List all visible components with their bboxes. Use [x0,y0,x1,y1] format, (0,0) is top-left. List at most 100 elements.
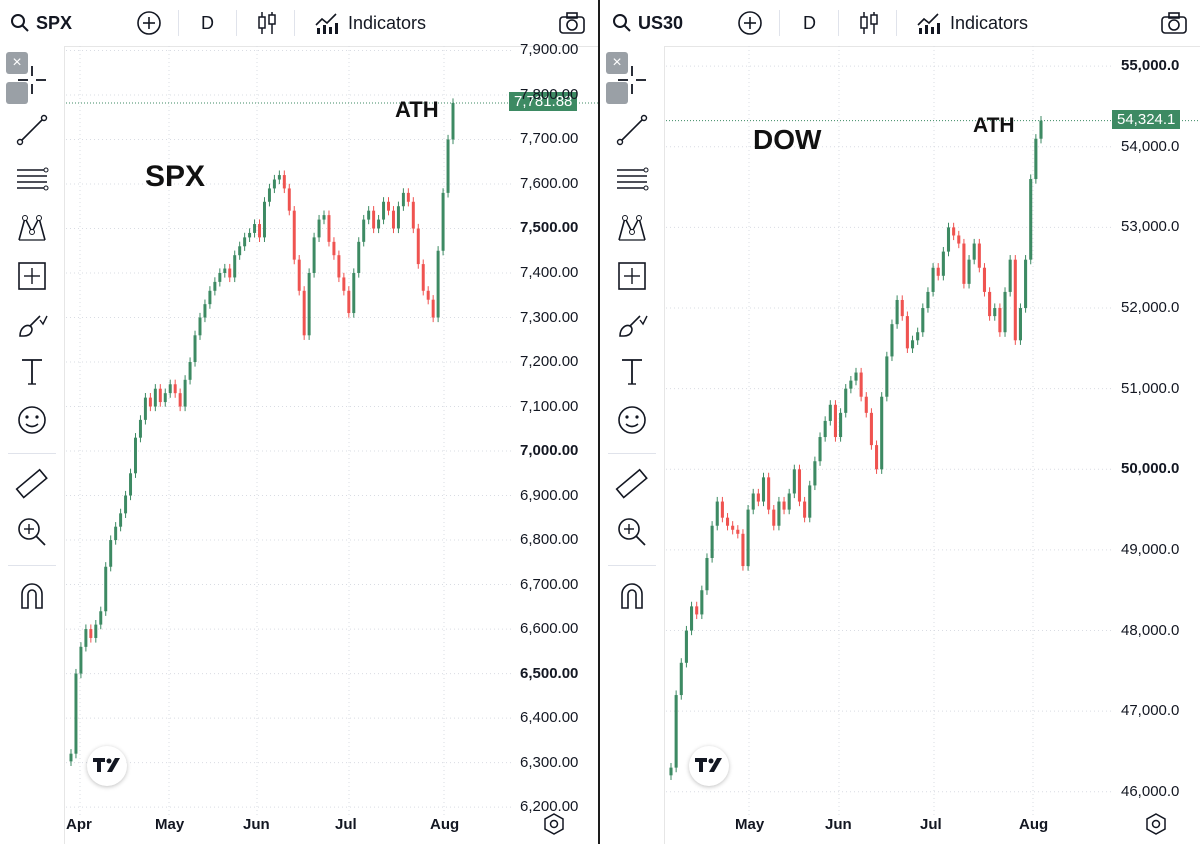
candle[interactable] [746,509,750,567]
candle[interactable] [347,290,351,314]
tool-crosshair-button[interactable] [614,62,650,98]
candle[interactable] [387,201,390,211]
candle[interactable] [203,304,207,318]
candle[interactable] [705,557,709,591]
candle[interactable] [153,388,157,407]
candle[interactable] [844,388,848,413]
tool-pattern-button[interactable] [14,210,50,246]
candle[interactable] [367,210,371,220]
candle[interactable] [797,469,802,502]
candle[interactable] [79,646,83,674]
candle[interactable] [193,335,197,363]
candle[interactable] [327,215,331,242]
candle[interactable] [823,420,827,438]
candle[interactable] [1034,138,1038,180]
candle[interactable] [421,264,425,291]
candle[interactable] [69,753,73,762]
candle[interactable] [228,268,232,278]
candle[interactable] [859,372,863,397]
candle[interactable] [972,243,976,260]
tool-fib-lines-button[interactable] [14,162,50,198]
candle[interactable] [441,192,445,251]
candle[interactable] [357,241,361,273]
fullscreen-icon[interactable] [6,82,28,104]
candle[interactable] [114,526,118,541]
candle[interactable] [849,380,853,389]
candle[interactable] [674,695,678,768]
candle[interactable] [253,224,257,233]
candle[interactable] [900,299,904,317]
candle[interactable] [406,192,410,202]
candle[interactable] [967,259,971,284]
fullscreen-icon[interactable] [606,82,628,104]
candle[interactable] [292,210,296,260]
candle[interactable] [352,272,356,314]
indicators-button[interactable]: Indicators [314,0,426,46]
compare-button[interactable] [136,0,162,46]
candle[interactable] [401,192,405,207]
candle[interactable] [787,493,791,510]
close-icon[interactable]: × [6,52,28,74]
candle[interactable] [977,243,981,268]
candle[interactable] [109,540,113,567]
candle[interactable] [426,290,430,300]
candle[interactable] [297,259,301,291]
candle[interactable] [143,397,147,420]
candle[interactable] [84,629,88,647]
candle[interactable] [332,241,336,256]
tool-ruler-button[interactable] [14,466,50,502]
close-icon[interactable]: × [606,52,628,74]
candle[interactable] [792,469,796,494]
chart-type-button[interactable] [858,0,880,46]
tradingview-logo[interactable] [689,746,729,786]
candle[interactable] [905,316,909,349]
candle[interactable] [411,201,415,229]
candle[interactable] [262,201,266,238]
candle[interactable] [134,437,137,474]
candle[interactable] [875,445,879,470]
candle[interactable] [869,412,873,446]
candle[interactable] [998,308,1002,333]
symbol-search-button[interactable]: US30 [612,0,683,46]
interval-button[interactable]: D [803,12,816,33]
candle[interactable] [312,237,316,273]
candle[interactable] [700,590,704,615]
candle[interactable] [715,501,719,526]
candle[interactable] [94,624,98,638]
tool-pattern-button[interactable] [614,210,650,246]
candle[interactable] [926,291,930,309]
chart-settings-button[interactable] [1145,813,1167,840]
tool-trend-line-button[interactable] [14,112,50,148]
tool-measure-box-button[interactable] [14,258,50,294]
tool-emoji-button[interactable] [14,402,50,438]
candle[interactable] [198,317,202,336]
candle[interactable] [741,533,745,567]
tool-magnet-button[interactable] [614,578,650,614]
candle[interactable] [1024,259,1028,309]
tool-text-button[interactable] [614,354,650,390]
candle[interactable] [1029,179,1033,260]
candle[interactable] [223,268,227,273]
candle[interactable] [993,308,997,317]
chart-type-button[interactable] [256,0,278,46]
candle[interactable] [218,272,222,282]
candle[interactable] [451,103,455,140]
tool-trend-line-button[interactable] [614,112,650,148]
candle[interactable] [828,404,832,421]
tool-text-button[interactable] [14,354,50,390]
candle[interactable] [89,629,93,638]
tool-fib-lines-button[interactable] [614,162,650,198]
candle[interactable] [188,362,192,380]
tool-emoji-button[interactable] [614,402,650,438]
candle[interactable] [382,201,386,220]
tool-brush-button[interactable] [14,306,50,342]
candle[interactable] [946,227,951,252]
candle[interactable] [803,501,807,518]
candle[interactable] [895,299,899,325]
screenshot-button[interactable] [1160,0,1188,46]
candle[interactable] [952,227,956,236]
tool-zoom-in-button[interactable] [614,514,650,550]
candle[interactable] [267,188,271,202]
candle[interactable] [158,388,162,403]
candle[interactable] [173,384,177,394]
